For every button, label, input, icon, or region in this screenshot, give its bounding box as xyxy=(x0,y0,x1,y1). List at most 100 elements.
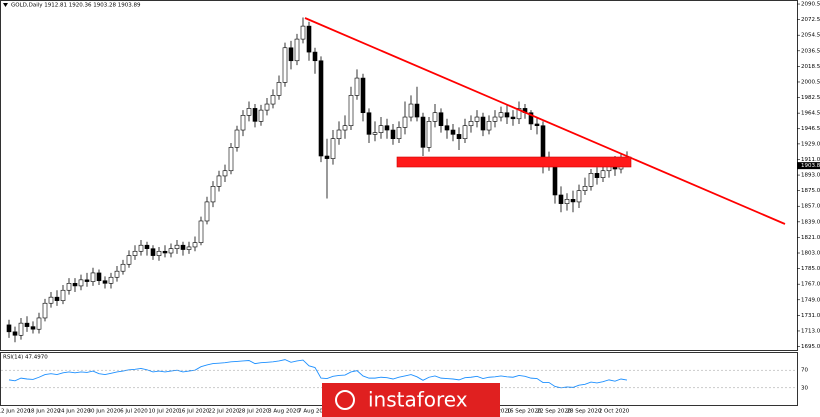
candle-body xyxy=(276,82,282,96)
candle-body xyxy=(96,272,102,282)
watermark-text: instaforex xyxy=(368,388,468,412)
current-price-label: 1903.89 xyxy=(801,163,820,169)
candle-body xyxy=(498,112,504,118)
candle-body xyxy=(426,121,432,148)
candle-body xyxy=(90,272,96,282)
y-tick-label: 1785.00 xyxy=(801,266,820,272)
candle-body xyxy=(156,250,162,256)
x-tick-label: 24 Jun 2020 xyxy=(57,409,91,415)
candle-body xyxy=(222,170,228,177)
candle-body xyxy=(30,326,36,330)
candle-body xyxy=(42,302,48,319)
trendline xyxy=(304,17,786,225)
candle-body xyxy=(438,112,444,127)
candle-body xyxy=(144,244,150,249)
candle-body xyxy=(234,129,240,148)
candle-body xyxy=(174,244,180,249)
candle-body xyxy=(420,116,426,148)
candle-body xyxy=(408,103,414,118)
x-tick-label: 3 Aug 2020 xyxy=(268,409,300,415)
candle-body xyxy=(558,194,564,204)
candle-body xyxy=(198,220,204,243)
candle-body xyxy=(402,116,408,128)
candle-body xyxy=(492,116,498,122)
candle-body xyxy=(216,175,222,187)
candle-body xyxy=(186,246,192,250)
candle-body xyxy=(60,289,66,301)
watermark: instaforex xyxy=(322,383,500,417)
x-tick-label: 7 Aug 2020 xyxy=(298,409,330,415)
candle-body xyxy=(354,77,360,96)
candle-body xyxy=(102,280,108,284)
candle-body xyxy=(384,125,390,131)
candle-body xyxy=(474,116,480,122)
candle-body xyxy=(270,95,276,105)
watermark-logo xyxy=(335,390,355,410)
candle-body xyxy=(396,127,402,139)
candle-body xyxy=(390,129,396,139)
candle-body xyxy=(510,116,516,120)
candle-body xyxy=(324,155,330,159)
x-tick-label: 18 Jun 2020 xyxy=(27,409,61,415)
y-tick-label: 1839.00 xyxy=(801,219,820,225)
y-tick-label: 1821.00 xyxy=(801,235,820,241)
y-tick-label: 2054.50 xyxy=(801,33,820,39)
y-tick-label: 1875.00 xyxy=(801,188,820,194)
candle-body xyxy=(48,296,54,304)
candle-body xyxy=(210,186,216,203)
candle-body xyxy=(486,121,492,131)
candle-body xyxy=(114,270,120,278)
y-tick-label: 1695.00 xyxy=(801,344,820,350)
candle-body xyxy=(12,331,18,336)
candle-body xyxy=(450,129,456,135)
candle-body xyxy=(258,109,264,122)
candle-body xyxy=(576,190,582,203)
candle-body xyxy=(66,283,72,291)
rsi-line xyxy=(8,359,628,389)
y-tick-label: 1964.50 xyxy=(801,111,820,117)
candle-body xyxy=(294,38,300,62)
candle-body xyxy=(312,51,318,62)
candle-body xyxy=(18,322,24,336)
rsi-tick-label: 30 xyxy=(801,385,808,391)
candle-body xyxy=(330,138,336,159)
candle-body xyxy=(192,242,198,248)
rsi-tick-label: 70 xyxy=(801,368,808,374)
candle-body xyxy=(168,248,174,254)
y-tick-label: 1911.00 xyxy=(801,157,820,163)
watermark-banner xyxy=(322,383,500,417)
x-tick-label: 2 Oct 2020 xyxy=(599,409,630,415)
candle-body xyxy=(516,108,522,120)
candle-body xyxy=(432,112,438,122)
candle-body xyxy=(444,125,450,131)
y-tick-label: 1929.00 xyxy=(801,141,820,147)
candle-body xyxy=(414,103,420,118)
y-tick-label: 1857.00 xyxy=(801,204,820,210)
y-tick-label: 2072.50 xyxy=(801,17,820,23)
y-tick-label: 2090.50 xyxy=(801,2,820,8)
candle-body xyxy=(300,25,306,40)
candle-body xyxy=(180,244,186,250)
candle-body xyxy=(588,173,594,187)
candle-body xyxy=(348,95,354,127)
candle-body xyxy=(54,296,60,301)
candle-body xyxy=(462,125,468,139)
rsi-title: RSI(14) 47.4970 xyxy=(3,355,48,361)
y-tick-label: 1982.50 xyxy=(801,95,820,101)
y-tick-label: 2036.50 xyxy=(801,48,820,54)
candle-body xyxy=(378,125,384,133)
candle-body xyxy=(282,47,288,83)
candle-body xyxy=(84,279,90,282)
candle-body xyxy=(360,77,366,114)
x-tick-label: 22 Sep 2020 xyxy=(537,409,572,415)
candle-body xyxy=(288,47,294,62)
candle-body xyxy=(246,108,252,116)
y-tick-label: 2000.50 xyxy=(801,79,820,85)
candle-body xyxy=(600,170,606,178)
y-tick-label: 1713.00 xyxy=(801,328,820,334)
candle-body xyxy=(120,263,126,272)
candle-body xyxy=(564,199,570,204)
